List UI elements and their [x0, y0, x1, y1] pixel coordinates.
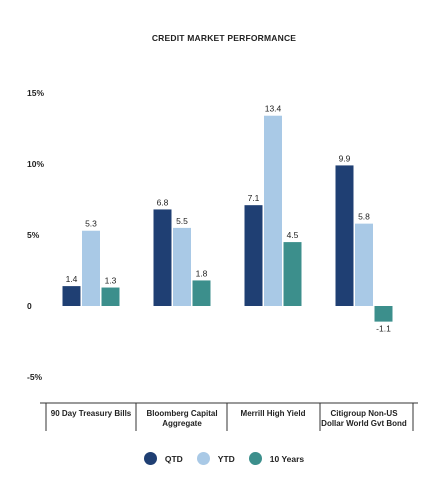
- y-tick-label: 15%: [27, 88, 44, 98]
- data-label: 1.3: [105, 276, 117, 286]
- bar-ytd: [82, 230, 100, 306]
- chart-legend: QTD YTD 10 Years: [0, 452, 448, 465]
- bar-10-years: [101, 287, 120, 306]
- data-label: 5.5: [176, 216, 188, 226]
- legend-swatch: [248, 452, 262, 465]
- data-label: 13.4: [265, 104, 282, 114]
- chart-title: CREDIT MARKET PERFORMANCE: [151, 33, 297, 43]
- legend-label: QTD: [164, 453, 183, 464]
- category-label: Citigroup Non-US: [330, 409, 398, 418]
- category-label: Merrill High Yield: [241, 409, 306, 418]
- legend-item: QTD: [143, 452, 183, 465]
- data-label: 4.5: [287, 230, 299, 240]
- data-label: 5.3: [85, 219, 97, 229]
- data-label: 1.4: [66, 274, 78, 284]
- data-label: 9.9: [339, 153, 351, 163]
- category-label: Bloomberg Capital: [146, 409, 217, 418]
- bar-qtd: [335, 165, 354, 306]
- y-tick-label: -5%: [27, 372, 43, 382]
- category-label: Dollar World Gvt Bond: [321, 419, 407, 428]
- bar-qtd: [62, 286, 81, 306]
- y-tick-label: 5%: [27, 230, 40, 240]
- bar-10-years: [374, 306, 393, 322]
- bar-10-years: [192, 280, 211, 306]
- data-label: 5.8: [358, 212, 370, 222]
- data-label: -1.1: [376, 324, 391, 334]
- data-label: 6.8: [157, 197, 169, 207]
- legend-label: 10 Years: [269, 453, 305, 464]
- y-tick-label: 0: [27, 301, 32, 311]
- legend-item: YTD: [196, 452, 235, 465]
- legend-swatch: [143, 452, 157, 465]
- data-label: 7.1: [248, 193, 260, 203]
- legend-item: 10 Years: [248, 452, 305, 465]
- bar-qtd: [153, 209, 172, 306]
- bar-qtd: [244, 205, 263, 306]
- category-label: 90 Day Treasury Bills: [51, 409, 132, 418]
- bar-ytd: [173, 227, 191, 306]
- data-label: 1.8: [196, 268, 208, 278]
- category-label: Aggregate: [162, 419, 202, 428]
- y-tick-label: 10%: [27, 159, 44, 169]
- bar-10-years: [283, 242, 302, 306]
- legend-swatch: [196, 452, 210, 465]
- bar-ytd: [264, 115, 282, 306]
- bar-ytd: [355, 223, 373, 306]
- legend-label: YTD: [217, 453, 235, 464]
